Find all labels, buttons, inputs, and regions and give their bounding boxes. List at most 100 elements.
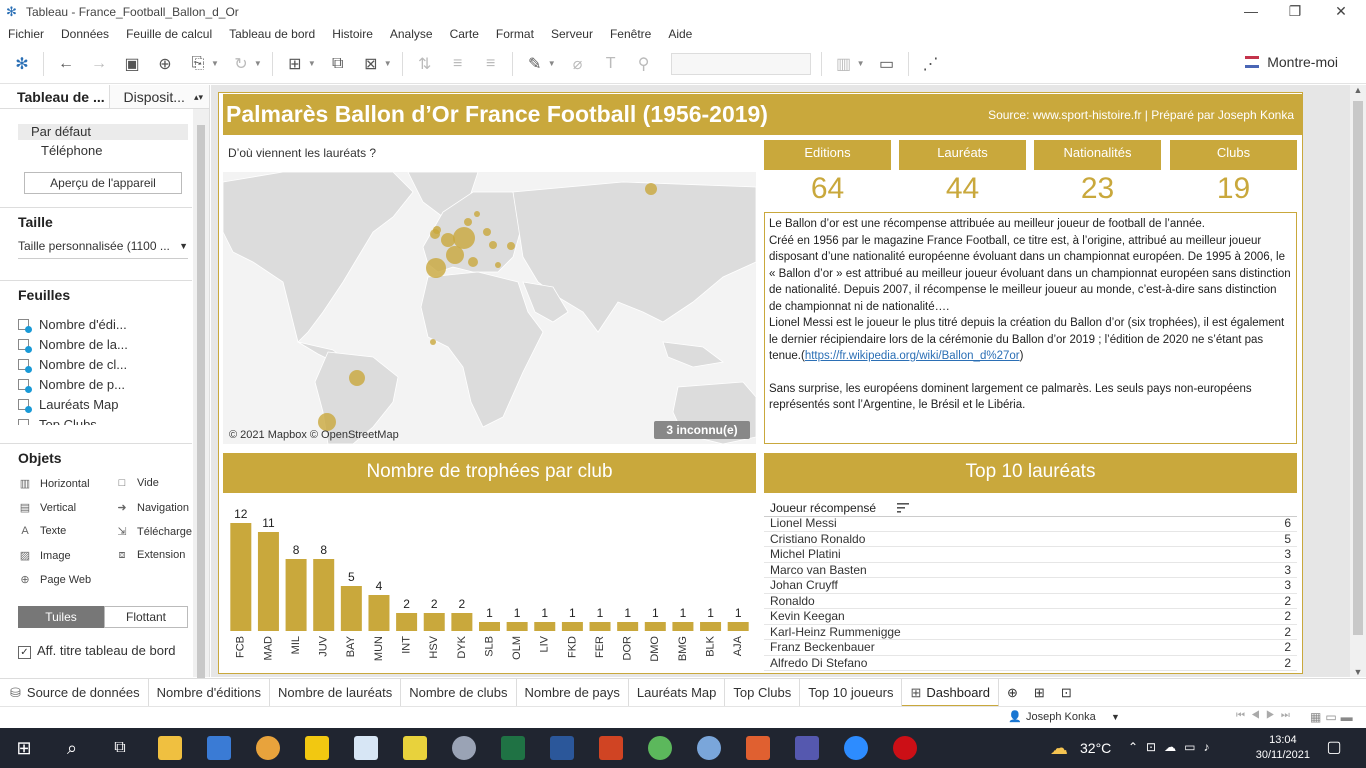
dropdown-arrow-icon[interactable]: ▼ bbox=[383, 59, 392, 68]
dropdown-arrow-icon[interactable]: ▼ bbox=[253, 59, 262, 68]
table-row[interactable]: Lionel Messi 6 bbox=[764, 516, 1297, 532]
bar-fkd[interactable] bbox=[561, 622, 583, 631]
bar-hsv[interactable] bbox=[423, 613, 445, 631]
minimize-button[interactable]: — bbox=[1244, 3, 1258, 19]
tab-nombre-laureats[interactable]: Nombre de lauréats bbox=[270, 678, 402, 707]
user-name[interactable]: Joseph Konka bbox=[1026, 711, 1096, 723]
bar-juv[interactable] bbox=[313, 559, 335, 631]
app-icon[interactable] bbox=[452, 736, 476, 760]
tab-nombre-editions[interactable]: Nombre d'éditions bbox=[149, 678, 271, 707]
new-dashboard-tab-icon[interactable]: ⊞ bbox=[1033, 684, 1045, 700]
scroll-up-icon[interactable]: ▲ bbox=[1353, 85, 1363, 95]
left-pane-scrollbar[interactable] bbox=[193, 109, 209, 685]
notifications-icon[interactable]: ▢ bbox=[1326, 739, 1342, 756]
tab-dashboard[interactable]: Tableau de ... bbox=[17, 89, 105, 105]
share-icon[interactable]: ⋰ bbox=[922, 55, 939, 73]
presentation-mode-icon[interactable]: ▭ bbox=[878, 55, 895, 73]
dropdown-arrow-icon[interactable]: ▼ bbox=[211, 59, 219, 68]
bar-aja[interactable] bbox=[727, 622, 749, 631]
dropdown-arrow-icon[interactable]: ▼ bbox=[547, 59, 556, 68]
table-row[interactable]: Franz Beckenbauer 2 bbox=[764, 640, 1297, 656]
scrollbar-thumb[interactable] bbox=[197, 125, 205, 685]
object-vertical[interactable]: ▤ Vertical bbox=[18, 501, 76, 514]
system-tray-icons[interactable]: ⌃⊡☁▭♪ bbox=[1128, 740, 1218, 754]
app-icon[interactable] bbox=[648, 736, 672, 760]
table-row[interactable]: Johan Cruyff 3 bbox=[764, 578, 1297, 594]
file-explorer-icon[interactable] bbox=[158, 736, 182, 760]
device-default[interactable]: Par défaut bbox=[18, 124, 188, 140]
sheet-navigation-icon[interactable]: ⏮◀▶⏭ bbox=[1236, 710, 1296, 721]
tableau-icon[interactable] bbox=[354, 736, 378, 760]
close-button[interactable]: ✕ bbox=[1335, 3, 1347, 19]
tab-dashboard[interactable]: ⊞ Dashboard bbox=[902, 678, 999, 707]
dropdown-arrow-icon[interactable]: ▼ bbox=[307, 59, 316, 68]
app-icon[interactable] bbox=[746, 736, 770, 760]
pause-updates-icon[interactable]: ⎘ bbox=[191, 54, 205, 72]
bar-mil[interactable] bbox=[285, 559, 307, 631]
size-select[interactable]: Taille personnalisée (1100 ... ▼ bbox=[18, 239, 188, 259]
device-preview-button[interactable]: Aperçu de l'appareil bbox=[24, 172, 182, 194]
labels-icon[interactable]: T bbox=[605, 54, 616, 72]
new-story-tab-icon[interactable]: ⊡ bbox=[1060, 684, 1072, 700]
duplicate-icon[interactable]: ⧉ bbox=[332, 54, 344, 72]
menu-donnees[interactable]: Données bbox=[61, 27, 110, 41]
bar-mad[interactable] bbox=[257, 532, 279, 631]
clear-sheet-icon[interactable]: ⊠ bbox=[364, 55, 378, 73]
object-text[interactable]: A Texte bbox=[18, 525, 66, 537]
restore-button[interactable]: ❐ bbox=[1288, 3, 1302, 19]
laureats-map[interactable] bbox=[223, 172, 756, 444]
sheet-item[interactable]: Lauréats Map bbox=[18, 397, 188, 413]
sort-ascending-icon[interactable]: ≡ bbox=[453, 54, 463, 72]
bar-bay[interactable] bbox=[340, 586, 362, 631]
task-view-icon[interactable]: ⧉ bbox=[114, 739, 126, 756]
bar-olm[interactable] bbox=[506, 622, 528, 631]
tab-top-clubs[interactable]: Top Clubs bbox=[725, 678, 801, 707]
tab-data-source[interactable]: ⛁ Source de données bbox=[0, 678, 149, 707]
table-row[interactable]: Kevin Keegan 2 bbox=[764, 609, 1297, 625]
show-me-button[interactable]: Montre-moi bbox=[1245, 54, 1338, 70]
show-cards-icon[interactable]: ▥ bbox=[836, 55, 852, 73]
tab-layout[interactable]: Disposit... ▴▾ bbox=[109, 85, 209, 108]
new-worksheet-tab-icon[interactable]: ⊕ bbox=[1007, 684, 1018, 700]
new-data-source-icon[interactable]: ⊕ bbox=[158, 55, 172, 73]
wikipedia-link[interactable]: https://fr.wikipedia.org/wiki/Ballon_d%2… bbox=[804, 350, 1020, 362]
device-phone[interactable]: Téléphone bbox=[41, 143, 103, 158]
bar-fcb[interactable] bbox=[230, 523, 252, 631]
menu-serveur[interactable]: Serveur bbox=[550, 27, 593, 41]
menu-tableau-de-bord[interactable]: Tableau de bord bbox=[229, 27, 316, 41]
menu-fichier[interactable]: Fichier bbox=[8, 27, 45, 41]
refresh-icon[interactable]: ↻ bbox=[234, 55, 248, 73]
zoom-icon[interactable] bbox=[844, 736, 868, 760]
top10-column-header[interactable]: Joueur récompensé bbox=[770, 501, 877, 515]
dropdown-arrow-icon[interactable]: ▼ bbox=[856, 59, 865, 68]
fit-combo[interactable] bbox=[670, 52, 811, 75]
chrome-icon[interactable] bbox=[256, 736, 280, 760]
menu-carte[interactable]: Carte bbox=[449, 27, 479, 41]
opera-icon[interactable] bbox=[893, 736, 917, 760]
pin-icon[interactable]: ⚲ bbox=[637, 55, 650, 73]
menu-analyse[interactable]: Analyse bbox=[389, 27, 433, 41]
object-blank[interactable]: □ Vide bbox=[115, 477, 159, 489]
floating-toggle[interactable]: Flottant bbox=[104, 606, 188, 628]
sheet-item[interactable]: Nombre de la... bbox=[18, 337, 188, 353]
menu-feuille-de-calcul[interactable]: Feuille de calcul bbox=[126, 27, 213, 41]
bar-fer[interactable] bbox=[589, 622, 611, 631]
unknown-locations-badge[interactable]: 3 inconnu(e) bbox=[654, 421, 750, 439]
bar-dor[interactable] bbox=[617, 622, 639, 631]
new-worksheet-icon[interactable]: ⊞ bbox=[288, 55, 302, 73]
bar-dmo[interactable] bbox=[644, 622, 666, 631]
menu-fenetre[interactable]: Fenêtre bbox=[609, 27, 652, 41]
tab-nombre-pays[interactable]: Nombre de pays bbox=[517, 678, 629, 707]
clock[interactable]: 13:04 30/11/2021 bbox=[1256, 733, 1310, 763]
show-title-checkbox[interactable]: ✓ Aff. titre tableau de bord bbox=[18, 643, 194, 659]
table-row[interactable]: Michel Platini 3 bbox=[764, 547, 1297, 563]
bar-mun[interactable] bbox=[368, 595, 390, 631]
object-image[interactable]: ▨ Image bbox=[18, 549, 71, 562]
top10-table[interactable]: Joueur récompensé Lionel Messi 6 Cristian… bbox=[764, 498, 1297, 671]
highlight-icon[interactable]: ✎ bbox=[527, 55, 542, 73]
sheet-item[interactable]: Nombre de p... bbox=[18, 377, 188, 393]
group-icon[interactable]: ⌀ bbox=[572, 55, 583, 73]
scroll-down-icon[interactable]: ▼ bbox=[1353, 667, 1363, 677]
sort-icon[interactable] bbox=[897, 503, 909, 513]
bar-bmg[interactable] bbox=[672, 622, 694, 631]
